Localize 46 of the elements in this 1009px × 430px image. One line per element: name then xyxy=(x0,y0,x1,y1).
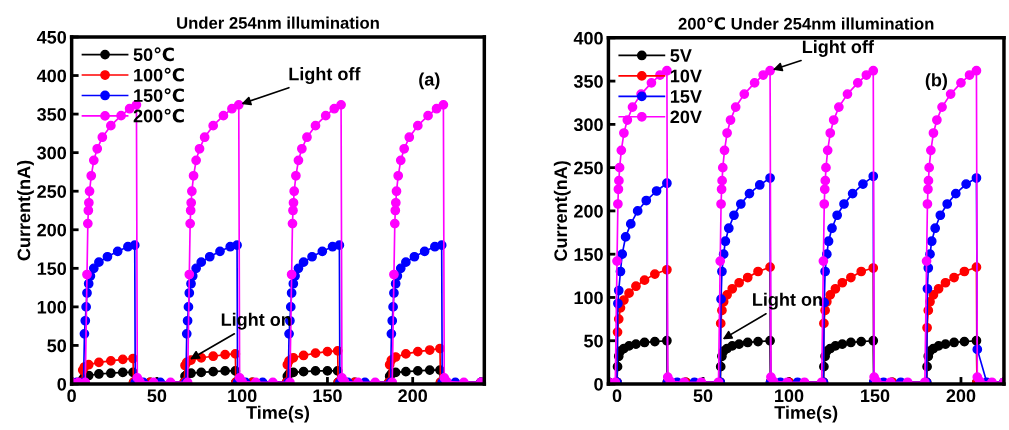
y-tick-label: 350 xyxy=(37,108,67,121)
y-tick-label: 0 xyxy=(594,377,603,391)
x-tick-label: 150 xyxy=(313,389,342,403)
y-tick-label: 200 xyxy=(37,223,67,237)
legend-label: 10V xyxy=(670,69,702,83)
x-tick-label: 200 xyxy=(946,389,976,403)
x-tick-label: 0 xyxy=(612,389,622,403)
x-axis-title: Time(s) xyxy=(774,405,838,423)
x-tick-label: 50 xyxy=(147,389,167,403)
y-tick-label: 400 xyxy=(36,69,67,83)
x-tick-label: 100 xyxy=(228,389,257,403)
y-tick-label: 250 xyxy=(37,185,67,198)
y-tick-label: 400 xyxy=(573,31,603,45)
y-tick-label: 250 xyxy=(574,161,603,175)
legend-label: 50℃ xyxy=(133,47,174,62)
y-tick-label: 100 xyxy=(574,291,603,305)
y-axis-title: Current(nA) xyxy=(17,160,34,261)
annotation: Light off xyxy=(802,39,874,57)
x-axis-title: Time(s) xyxy=(246,405,310,423)
x-tick-label: 200 xyxy=(398,389,428,403)
chart-title: Under 254nm illumination xyxy=(177,16,379,29)
y-tick-label: 200 xyxy=(574,204,603,218)
chart-title: 200℃ Under 254nm illumination xyxy=(678,17,934,30)
legend-label: 100℃ xyxy=(134,67,184,82)
legend-label: 20V xyxy=(670,110,702,124)
x-tick-label: 0 xyxy=(67,389,76,403)
y-tick-label: 350 xyxy=(573,75,603,88)
legend-label: 150℃ xyxy=(134,88,184,103)
y-tick-label: 150 xyxy=(37,262,67,276)
y-tick-label: 50 xyxy=(584,334,603,348)
annotation: (b) xyxy=(925,73,948,91)
legend-label: 15V xyxy=(670,90,702,103)
x-tick-label: 50 xyxy=(693,389,713,403)
y-tick-label: 300 xyxy=(573,118,603,132)
legend-label: 5V xyxy=(670,49,692,62)
y-tick-label: 300 xyxy=(37,146,67,160)
x-tick-label: 100 xyxy=(775,389,804,403)
y-tick-label: 0 xyxy=(57,377,67,391)
annotation: Light off xyxy=(289,67,361,85)
annotation: (a) xyxy=(419,72,440,90)
y-tick-label: 50 xyxy=(47,339,67,353)
y-tick-label: 100 xyxy=(37,300,67,314)
x-tick-label: 150 xyxy=(861,389,890,403)
y-tick-label: 150 xyxy=(574,248,603,261)
y-tick-label: 450 xyxy=(36,30,67,44)
y-axis-title: Current(nA) xyxy=(553,161,571,261)
